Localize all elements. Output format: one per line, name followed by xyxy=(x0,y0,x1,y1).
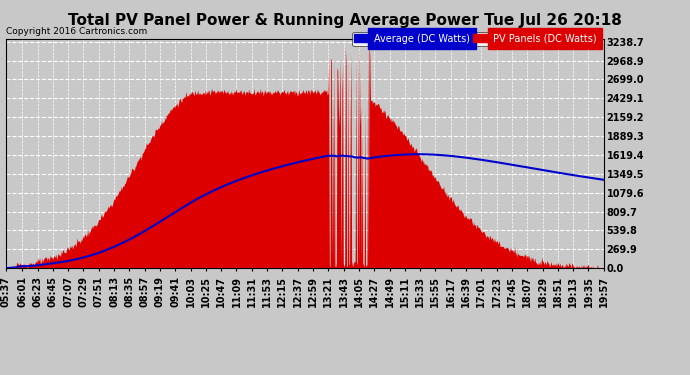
Text: Total PV Panel Power & Running Average Power Tue Jul 26 20:18: Total PV Panel Power & Running Average P… xyxy=(68,13,622,28)
Legend: Average (DC Watts), PV Panels (DC Watts): Average (DC Watts), PV Panels (DC Watts) xyxy=(352,32,599,45)
Text: Copyright 2016 Cartronics.com: Copyright 2016 Cartronics.com xyxy=(6,27,147,36)
